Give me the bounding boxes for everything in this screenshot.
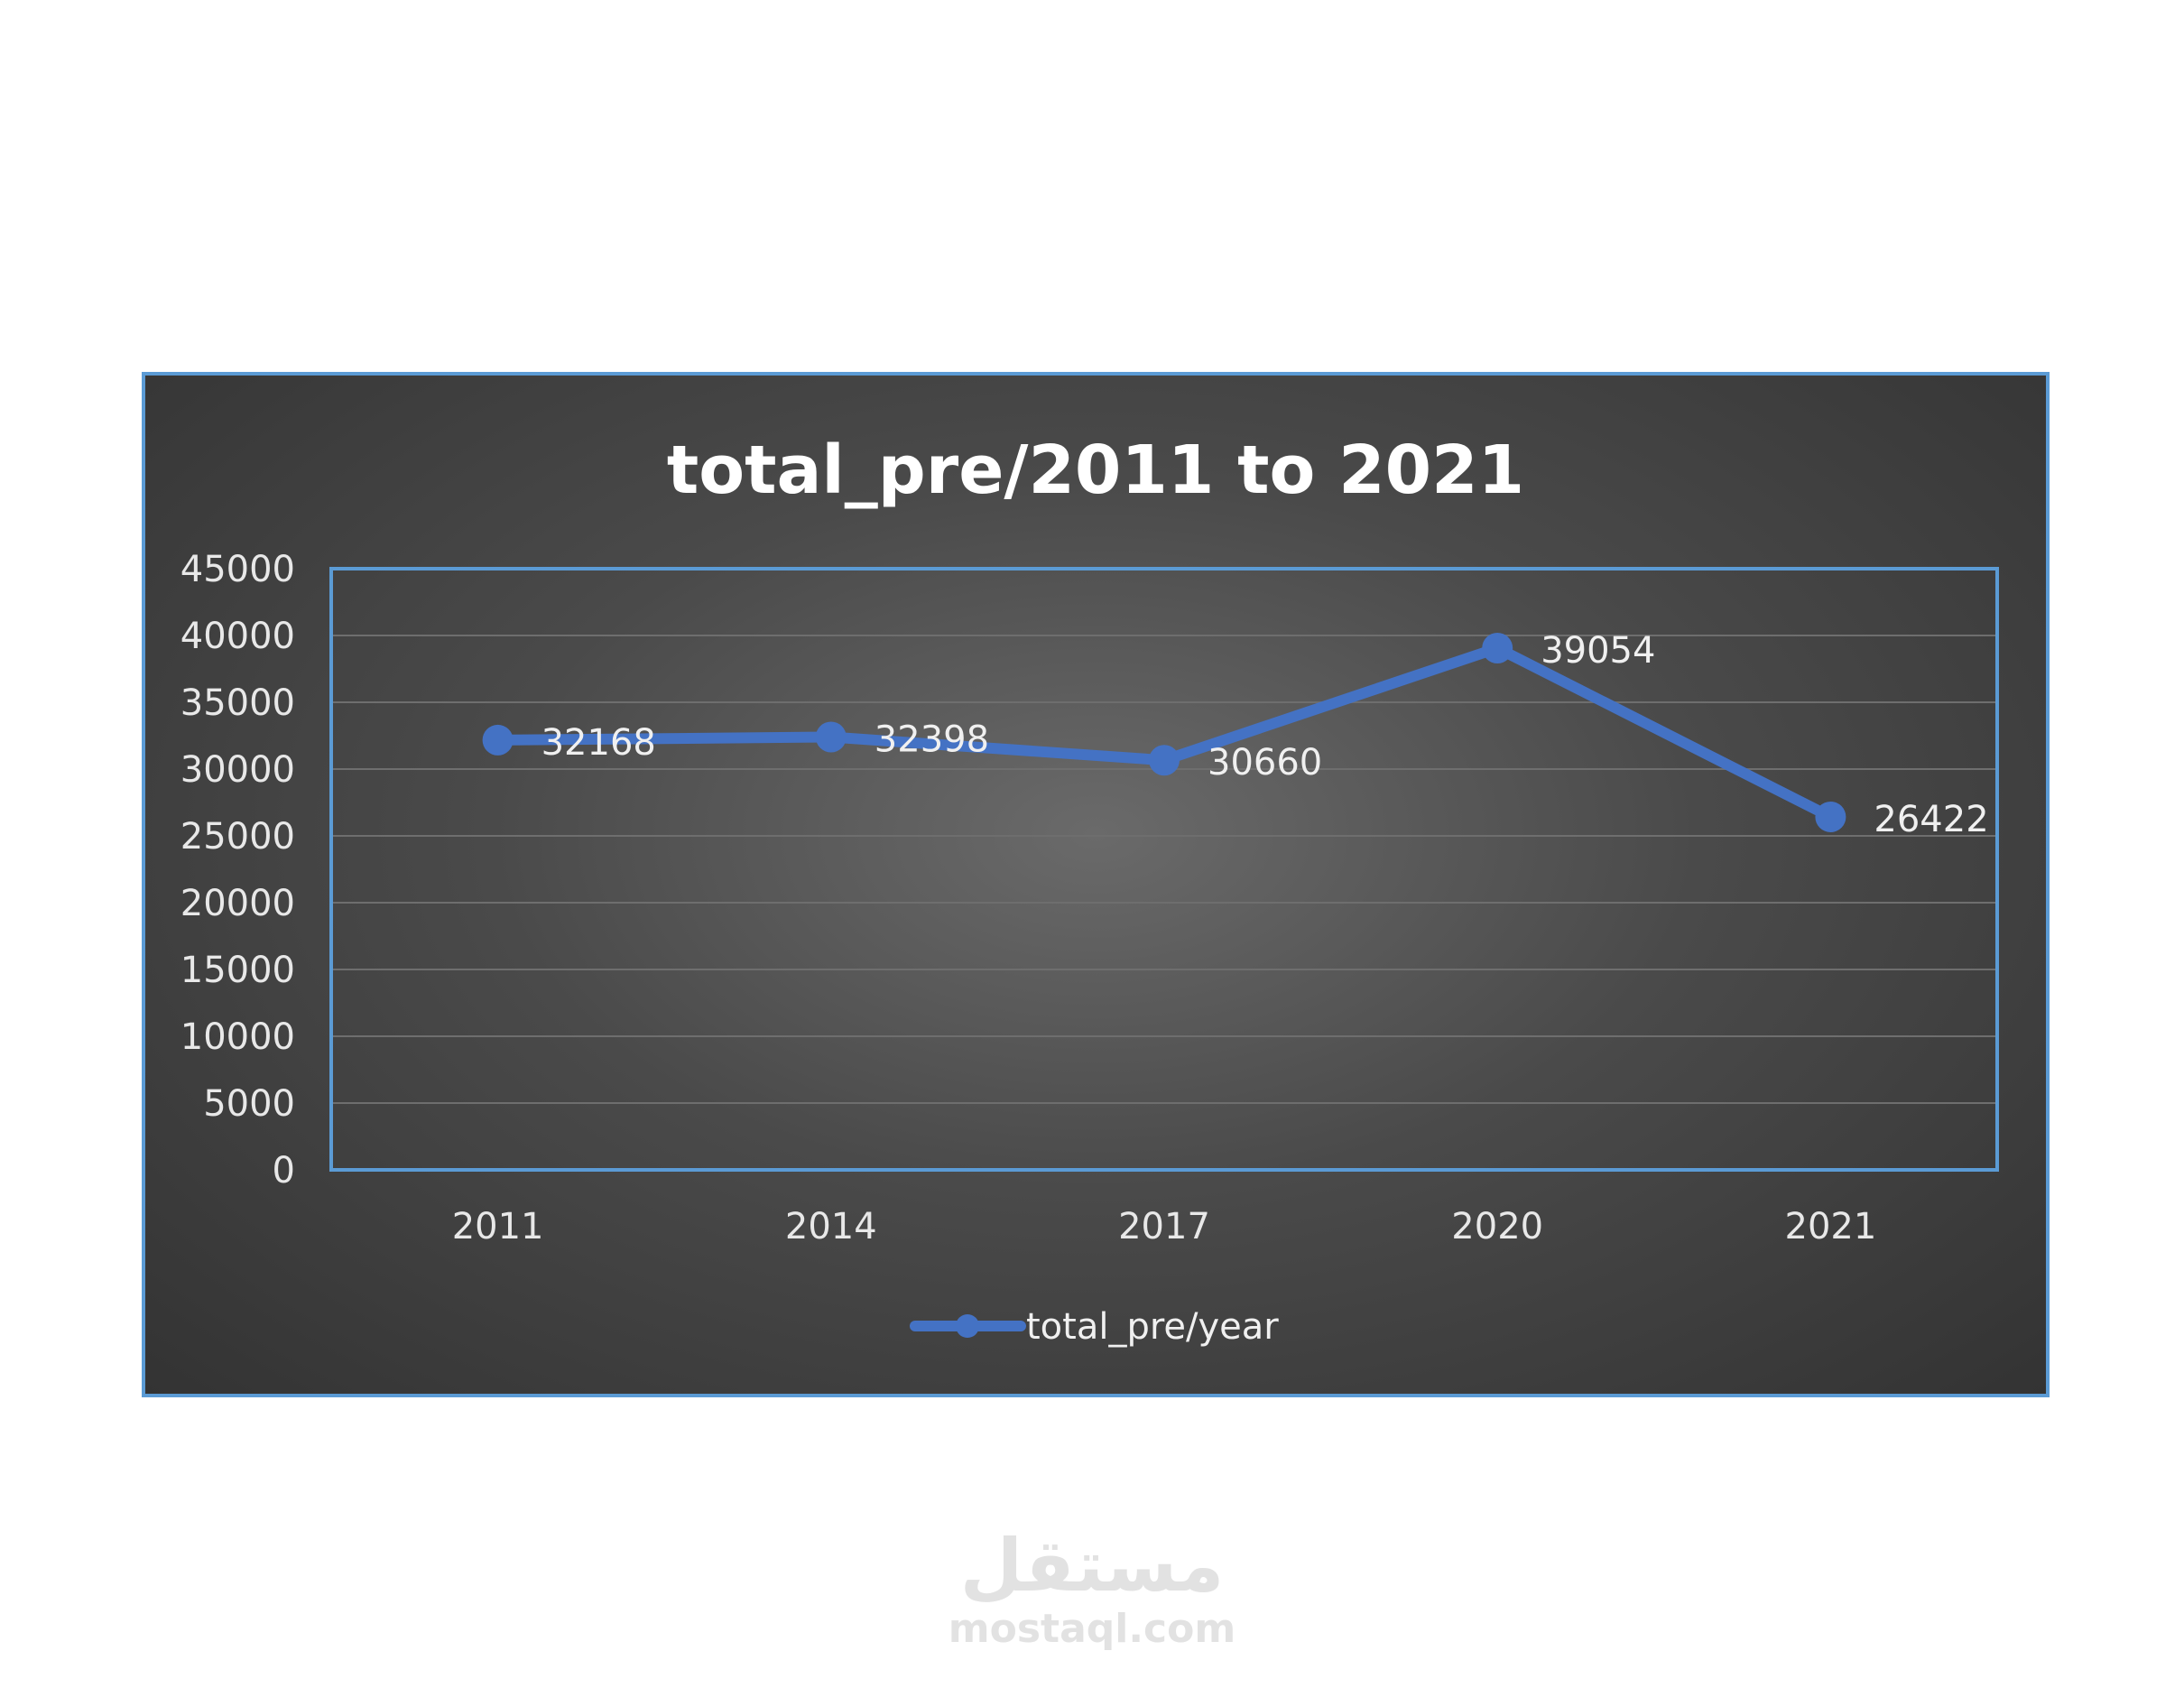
y-tick-label: 0 (273, 1150, 295, 1192)
data-label: 26422 (1874, 799, 1988, 840)
x-tick-label: 2021 (1785, 1206, 1877, 1247)
data-label: 32398 (875, 719, 989, 761)
data-label: 39054 (1541, 630, 1655, 672)
chart-title: total_pre/2011 to 2021 (667, 431, 1524, 509)
data-point-marker (1149, 745, 1180, 776)
x-tick-label: 2020 (1451, 1206, 1543, 1247)
line-chart: total_pre/2011 to 2021 0 5000 10000 15000 20… (180, 431, 1999, 1348)
x-tick-label: 2014 (785, 1206, 877, 1247)
data-point-marker (1815, 801, 1846, 832)
y-tick-label: 35000 (180, 682, 295, 724)
y-tick-label: 30000 (180, 749, 295, 791)
y-tick-label: 40000 (180, 616, 295, 657)
y-tick-label: 15000 (180, 950, 295, 991)
legend: total_pre/year (910, 1306, 1279, 1348)
y-tick-label: 20000 (180, 883, 295, 924)
data-point-marker (482, 724, 514, 756)
watermark-latin-text: mostaql.com (948, 1606, 1236, 1652)
legend-swatch-marker (956, 1314, 979, 1338)
chart-panel: total_pre/2011 to 2021 0 5000 10000 15000 20… (142, 372, 2050, 1397)
data-point-marker (1482, 633, 1513, 664)
mostaql-watermark-logo: مستقل mostaql.com (912, 1526, 1272, 1652)
y-tick-label: 10000 (180, 1016, 295, 1058)
series-line (492, 643, 1837, 822)
y-tick-label: 25000 (180, 816, 295, 858)
y-tick-label: 45000 (180, 549, 295, 590)
gridlines (331, 635, 1997, 1104)
series-total-pre-year (482, 633, 1846, 832)
data-label: 32168 (541, 722, 656, 764)
data-labels: 32168 32398 30660 39054 26422 (541, 630, 1989, 840)
watermark-arabic-text: مستقل (959, 1524, 1225, 1608)
data-label: 30660 (1208, 742, 1322, 784)
data-point-marker (815, 721, 847, 753)
legend-entry-total-pre-year: total_pre/year (1026, 1306, 1279, 1348)
x-axis-tick-labels: 2011 2014 2017 2020 2021 (452, 1206, 1877, 1247)
x-tick-label: 2011 (452, 1206, 544, 1247)
plot-area-border (329, 567, 1999, 1172)
y-tick-label: 5000 (203, 1083, 295, 1125)
x-tick-label: 2017 (1118, 1206, 1210, 1247)
y-axis-tick-labels: 0 5000 10000 15000 20000 25000 30000 35000 40000… (180, 549, 295, 1192)
